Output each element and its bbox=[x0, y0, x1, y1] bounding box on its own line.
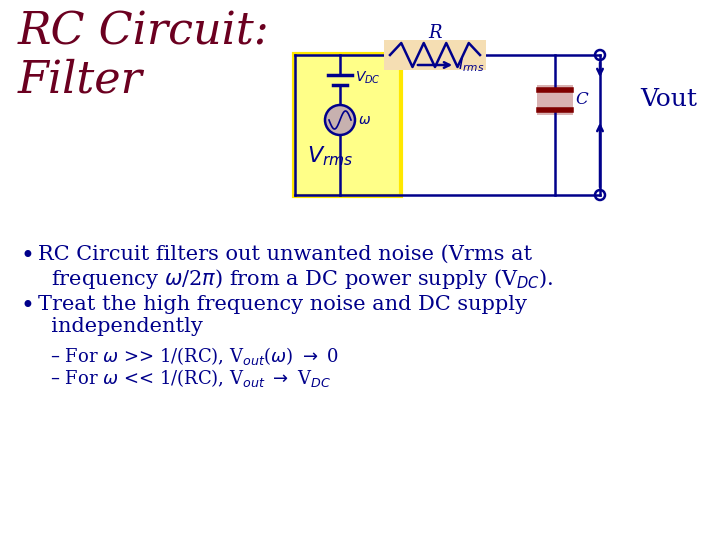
Text: Treat the high frequency noise and DC supply: Treat the high frequency noise and DC su… bbox=[38, 295, 527, 314]
Bar bbox=[537, 85, 573, 115]
Text: $V_{rms}$: $V_{rms}$ bbox=[307, 144, 354, 167]
Text: RC Circuit:: RC Circuit: bbox=[18, 10, 270, 53]
Text: R: R bbox=[428, 24, 442, 42]
Text: – For $\omega$ >> 1/(RC), V$_{out}$($\omega$) $\rightarrow$ 0: – For $\omega$ >> 1/(RC), V$_{out}$($\om… bbox=[50, 345, 338, 367]
Text: $\omega$: $\omega$ bbox=[358, 113, 371, 127]
Text: Vout: Vout bbox=[640, 89, 697, 111]
Text: frequency $\omega$/2$\pi$) from a DC power supply (V$_{DC}$).: frequency $\omega$/2$\pi$) from a DC pow… bbox=[38, 267, 554, 291]
FancyBboxPatch shape bbox=[384, 40, 486, 70]
Text: RC Circuit filters out unwanted noise (Vrms at: RC Circuit filters out unwanted noise (V… bbox=[38, 245, 532, 264]
Circle shape bbox=[325, 105, 355, 135]
Text: •: • bbox=[20, 295, 34, 318]
Text: $V_{DC}$: $V_{DC}$ bbox=[355, 70, 381, 86]
Text: $I_{rms}$: $I_{rms}$ bbox=[458, 56, 485, 75]
Text: independently: independently bbox=[38, 317, 203, 336]
Text: Filter: Filter bbox=[18, 58, 143, 101]
Text: •: • bbox=[20, 245, 34, 268]
Text: – For $\omega$ << 1/(RC), V$_{out}$ $\rightarrow$ V$_{DC}$: – For $\omega$ << 1/(RC), V$_{out}$ $\ri… bbox=[50, 367, 331, 389]
Text: C: C bbox=[575, 91, 588, 109]
FancyBboxPatch shape bbox=[294, 54, 401, 196]
